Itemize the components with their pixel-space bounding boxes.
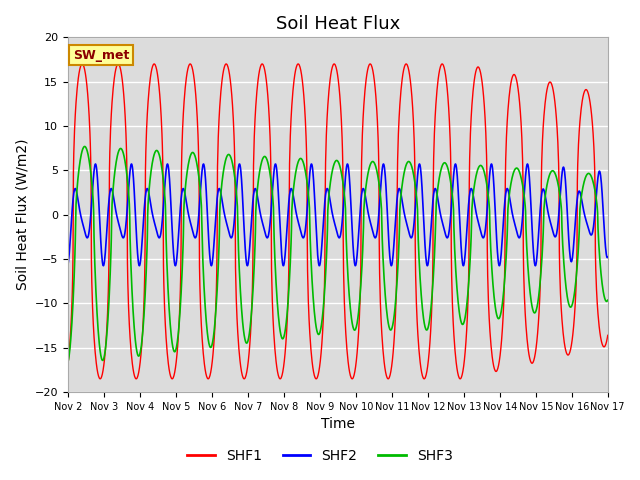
SHF1 — [244, 359, 252, 364]
SHF1 — [604, 333, 612, 338]
SHF1 — [184, 66, 192, 72]
Title: Soil Heat Flux: Soil Heat Flux — [276, 15, 400, 33]
X-axis label: Time: Time — [321, 418, 355, 432]
SHF1 — [294, 61, 302, 67]
SHF2 — [64, 262, 72, 268]
SHF2 — [492, 222, 500, 228]
SHF3 — [184, 162, 192, 168]
SHF1 — [276, 376, 284, 382]
SHF2 — [604, 254, 612, 260]
SHF3 — [604, 297, 612, 303]
SHF1 — [493, 368, 500, 374]
Text: SW_met: SW_met — [73, 48, 129, 61]
SHF3 — [172, 348, 179, 354]
SHF3 — [422, 326, 429, 332]
SHF2 — [422, 248, 429, 254]
SHF3 — [540, 206, 548, 212]
SHF2 — [244, 260, 252, 265]
SHF1 — [171, 369, 179, 375]
SHF3 — [492, 310, 500, 316]
SHF3 — [81, 144, 88, 149]
Line: SHF2: SHF2 — [68, 164, 608, 266]
SHF2 — [171, 261, 179, 267]
Line: SHF3: SHF3 — [68, 146, 608, 363]
SHF2 — [524, 161, 531, 167]
SHF2 — [184, 208, 192, 214]
SHF1 — [422, 372, 430, 378]
Legend: SHF1, SHF2, SHF3: SHF1, SHF2, SHF3 — [181, 443, 459, 468]
SHF2 — [541, 189, 548, 194]
SHF2 — [531, 263, 539, 269]
SHF3 — [64, 360, 72, 366]
SHF1 — [64, 362, 72, 368]
Y-axis label: Soil Heat Flux (W/m2): Soil Heat Flux (W/m2) — [15, 139, 29, 290]
SHF1 — [541, 108, 548, 114]
SHF3 — [245, 335, 253, 341]
Line: SHF1: SHF1 — [68, 64, 608, 379]
